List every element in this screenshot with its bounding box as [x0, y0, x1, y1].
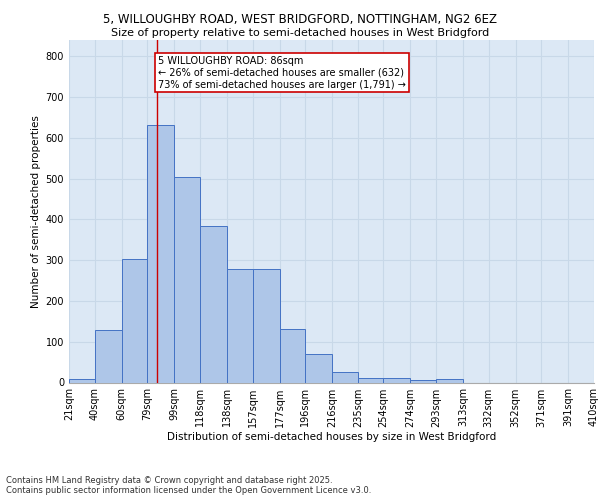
Text: 5 WILLOUGHBY ROAD: 86sqm
← 26% of semi-detached houses are smaller (632)
73% of : 5 WILLOUGHBY ROAD: 86sqm ← 26% of semi-d…: [158, 56, 406, 90]
Bar: [122, 260, 147, 382]
Bar: [332, 372, 358, 382]
Y-axis label: Number of semi-detached properties: Number of semi-detached properties: [31, 115, 41, 308]
Text: 5, WILLOUGHBY ROAD, WEST BRIDGFORD, NOTTINGHAM, NG2 6EZ: 5, WILLOUGHBY ROAD, WEST BRIDGFORD, NOTT…: [103, 12, 497, 26]
Bar: [280, 330, 305, 382]
Bar: [410, 380, 436, 382]
Bar: [69, 379, 95, 382]
Bar: [358, 378, 383, 382]
Bar: [305, 354, 332, 382]
Bar: [383, 378, 410, 382]
Text: Size of property relative to semi-detached houses in West Bridgford: Size of property relative to semi-detach…: [111, 28, 489, 38]
Bar: [95, 330, 122, 382]
Bar: [436, 379, 463, 382]
Bar: [253, 269, 280, 382]
Bar: [147, 125, 174, 382]
Bar: [227, 269, 253, 382]
Bar: [174, 176, 200, 382]
X-axis label: Distribution of semi-detached houses by size in West Bridgford: Distribution of semi-detached houses by …: [167, 432, 496, 442]
Text: Contains HM Land Registry data © Crown copyright and database right 2025.
Contai: Contains HM Land Registry data © Crown c…: [6, 476, 371, 495]
Bar: [200, 226, 227, 382]
